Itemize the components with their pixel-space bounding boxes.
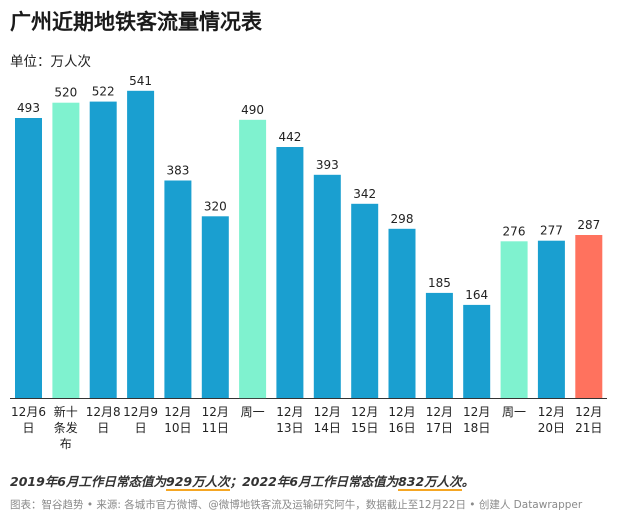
bar[interactable]	[575, 235, 603, 398]
bar-value-label: 277	[540, 224, 563, 238]
bar[interactable]	[239, 119, 267, 399]
note-text-2: ；2022年6月工作日常态值为	[229, 474, 399, 489]
note-text-3: 。	[461, 474, 475, 489]
bar-value-label: 298	[391, 212, 414, 226]
x-tick-label: 12月 15日	[351, 405, 378, 435]
footer-credit: 智谷趋势 • 来源: 各城市官方微博、@微博地铁客流及运输研究阿牛，数据截止至1…	[41, 499, 583, 511]
x-tick-label: 12月 10日	[164, 405, 191, 435]
bar-value-label: 342	[353, 187, 376, 201]
x-tick-label: 12月 17日	[426, 405, 453, 435]
x-tick-label: 12月 16日	[388, 405, 415, 435]
bar[interactable]	[351, 203, 379, 398]
chart-note: 2019年6月工作日常态值为929万人次；2022年6月工作日常态值为832万人…	[10, 471, 475, 491]
bar-value-label: 320	[204, 199, 227, 213]
x-tick-label: 12月 13日	[276, 405, 303, 435]
bar[interactable]	[89, 101, 117, 398]
footer-label: 图表：	[10, 499, 42, 511]
bar[interactable]	[52, 102, 80, 398]
x-tick-label: 12月 11日	[202, 405, 229, 435]
x-tick-label: 12月 21日	[575, 405, 602, 435]
bar[interactable]	[425, 292, 453, 398]
x-tick-label: 新十条发布	[54, 404, 78, 451]
bar-value-label: 541	[129, 74, 152, 88]
bar-value-label: 287	[577, 218, 600, 232]
note-highlight-2022: 832万人次	[398, 474, 462, 491]
bar[interactable]	[313, 174, 341, 398]
x-tick-label: 12月6 日	[11, 405, 46, 435]
x-tick-label: 周一	[502, 405, 526, 419]
bar-value-label: 493	[17, 101, 40, 115]
note-highlight-2019: 929万人次	[166, 474, 230, 491]
bar-value-label: 442	[278, 130, 301, 144]
chart-unit-label: 单位：万人次	[10, 54, 91, 70]
bar[interactable]	[164, 180, 192, 399]
chart-footer: 图表：智谷趋势 • 来源: 各城市官方微博、@微博地铁客流及运输研究阿牛，数据截…	[10, 497, 582, 512]
bar[interactable]	[276, 147, 304, 398]
bar-value-label: 276	[503, 224, 526, 238]
x-tick-label: 12月 14日	[314, 405, 341, 435]
bar-chart: 493 12月6 日 520 新十条发布 522 12月8 日 541 12月9 日 383 12月 10…	[10, 74, 607, 451]
bar[interactable]	[15, 118, 42, 398]
bar-value-label: 383	[166, 164, 189, 178]
x-tick-label: 12月 20日	[538, 405, 565, 435]
bar[interactable]	[463, 304, 491, 398]
bar-value-label: 164	[465, 288, 488, 302]
bar[interactable]	[537, 240, 565, 398]
bar[interactable]	[500, 241, 528, 398]
x-tick-label: 12月8 日	[86, 405, 121, 435]
bar[interactable]	[201, 216, 229, 398]
bar-value-label: 522	[92, 85, 115, 99]
x-tick-label: 12月9 日	[123, 405, 158, 435]
bar-value-label: 185	[428, 276, 451, 290]
x-tick-label: 12月 18日	[463, 405, 490, 435]
chart-title: 广州近期地铁客流量情况表	[10, 10, 262, 34]
note-text-1: 2019年6月工作日常态值为	[10, 474, 166, 489]
bar-value-label: 393	[316, 158, 339, 172]
bar[interactable]	[388, 228, 416, 398]
x-tick-label: 周一	[241, 405, 265, 419]
bar-value-label: 520	[54, 86, 77, 100]
bar-value-label: 490	[241, 103, 264, 117]
bar[interactable]	[127, 90, 155, 399]
